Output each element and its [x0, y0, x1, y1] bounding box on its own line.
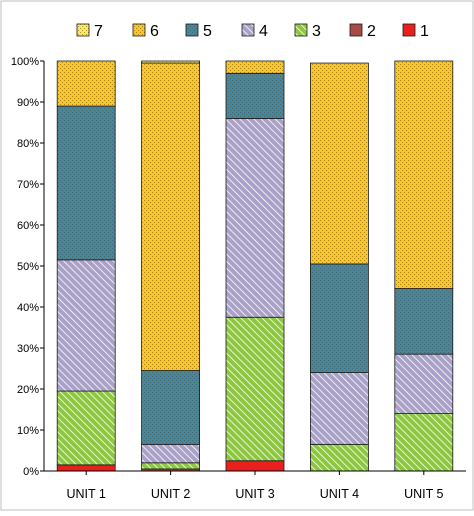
- y-tick-label: 90%: [17, 97, 39, 109]
- legend-item-4: 4: [241, 23, 268, 40]
- bar-segment-series-6: [141, 62, 201, 371]
- legend-swatch: [76, 23, 90, 37]
- legend: 7 6 5 4 3 2 1: [76, 23, 429, 40]
- bar-segment-series-6: [309, 62, 369, 265]
- y-tick-label: 70%: [17, 179, 39, 191]
- bar-segment-series-4: [394, 353, 454, 414]
- bar-stack: [309, 62, 369, 472]
- legend-label: 5: [203, 23, 212, 40]
- bar-stack: [394, 60, 454, 472]
- legend-swatch: [241, 23, 255, 37]
- bar-segment-series-6: [56, 60, 116, 107]
- bar-segment-series-3: [56, 390, 116, 466]
- legend-swatch: [349, 23, 363, 37]
- bars: [56, 60, 454, 472]
- bar-segment-series-5: [225, 72, 285, 119]
- legend-item-3: 3: [294, 23, 321, 40]
- x-axis: UNIT 1 UNIT 2 UNIT 3 UNIT 4 UNIT 5: [44, 470, 466, 501]
- y-tick-label: 40%: [17, 302, 39, 314]
- y-tick-label: 50%: [17, 261, 39, 273]
- legend-item-2: 2: [349, 23, 376, 40]
- y-tick-label: 0%: [23, 466, 39, 478]
- legend-swatch: [185, 23, 199, 37]
- bar-segment-series-4: [141, 443, 201, 464]
- x-tick-label: UNIT 4: [320, 487, 359, 501]
- bar-segment-series-1: [56, 464, 116, 472]
- legend-label: 7: [94, 23, 103, 40]
- bar-segment-series-5: [141, 370, 201, 445]
- legend-item-5: 5: [185, 23, 212, 40]
- y-tick-label: 10%: [17, 425, 39, 437]
- legend-label: 6: [150, 23, 159, 40]
- bar-segment-series-6: [225, 60, 285, 74]
- y-tick-label: 20%: [17, 384, 39, 396]
- legend-item-7: 7: [76, 23, 103, 40]
- legend-label: 2: [367, 23, 376, 40]
- y-tick-label: 30%: [17, 343, 39, 355]
- x-tick-label: UNIT 5: [404, 487, 443, 501]
- bar-segment-series-3: [394, 413, 454, 472]
- x-tick-label: UNIT 3: [235, 487, 274, 501]
- y-axis: 0% 10% 20% 30% 40% 50% 60% 70% 80% 90% 100%: [11, 56, 45, 478]
- bar-stack: [225, 60, 285, 472]
- bar-segment-series-3: [309, 443, 369, 472]
- legend-swatch: [294, 23, 308, 37]
- bar-segment-series-3: [141, 462, 201, 470]
- bar-segment-series-1: [225, 460, 285, 472]
- bar-segment-series-5: [309, 263, 369, 374]
- bar-segment-series-4: [309, 372, 369, 445]
- legend-item-6: 6: [132, 23, 159, 40]
- legend-label: 3: [312, 23, 321, 40]
- x-tick-label: UNIT 1: [67, 487, 106, 501]
- legend-item-1: 1: [402, 23, 429, 40]
- legend-label: 1: [420, 23, 429, 40]
- bar-segment-series-7: [141, 60, 201, 64]
- bar-segment-series-6: [394, 60, 454, 289]
- bar-segment-series-5: [56, 105, 116, 261]
- bar-stack: [141, 60, 201, 472]
- bar-segment-series-3: [225, 316, 285, 462]
- bar-stack: [56, 60, 116, 472]
- legend-swatch: [402, 23, 416, 37]
- bar-segment-series-4: [225, 118, 285, 318]
- y-tick-label: 80%: [17, 138, 39, 150]
- x-tick-label: UNIT 2: [151, 487, 190, 501]
- legend-swatch: [132, 23, 146, 37]
- bar-segment-series-4: [56, 259, 116, 392]
- bar-segment-series-5: [394, 288, 454, 355]
- legend-label: 4: [259, 23, 268, 40]
- y-tick-label: 100%: [11, 56, 39, 68]
- y-tick-label: 60%: [17, 220, 39, 232]
